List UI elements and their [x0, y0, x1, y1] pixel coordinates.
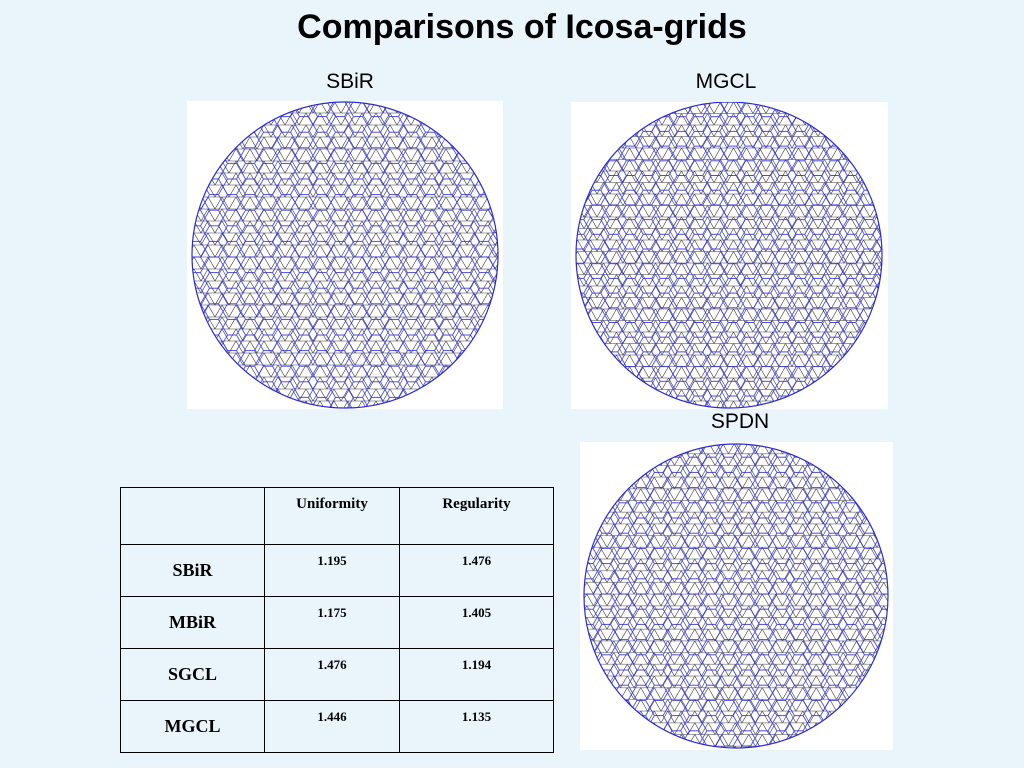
sphere-panel-mgcl — [571, 102, 888, 409]
row-name: SBiR — [120, 544, 265, 597]
row-name: MBiR — [120, 596, 265, 649]
uniformity-cell: 1.195 — [264, 544, 400, 597]
grid-label-mgcl: MGCL — [695, 70, 757, 93]
table-row: MGCL 1.446 1.135 — [120, 700, 554, 753]
regularity-cell: 1.476 — [399, 544, 554, 597]
sphere-grid-spdn — [583, 443, 889, 749]
regularity-cell: 1.405 — [399, 596, 554, 649]
table-header-row: Uniformity Regularity — [120, 487, 554, 545]
sphere-grid-sbir — [191, 101, 499, 409]
table-row: MBiR 1.175 1.405 — [120, 596, 554, 649]
row-name: MGCL — [120, 700, 265, 753]
row-name: SGCL — [120, 648, 265, 701]
table-header-uniformity: Uniformity — [264, 487, 400, 545]
grid-label-spdn: SPDN — [710, 410, 770, 433]
table-header-regularity: Regularity — [399, 487, 554, 545]
table-row: SBiR 1.195 1.476 — [120, 544, 554, 597]
page-title: Comparisons of Icosa-grids — [297, 8, 747, 46]
table-header-blank — [120, 487, 265, 545]
uniformity-cell: 1.476 — [264, 648, 400, 701]
uniformity-cell: 1.175 — [264, 596, 400, 649]
sphere-panel-sbir — [187, 101, 503, 409]
metrics-table: Uniformity Regularity SBiR 1.195 1.476 M… — [120, 487, 554, 753]
regularity-cell: 1.135 — [399, 700, 554, 753]
uniformity-cell: 1.446 — [264, 700, 400, 753]
sphere-grid-mgcl — [575, 102, 883, 409]
regularity-cell: 1.194 — [399, 648, 554, 701]
sphere-panel-spdn — [580, 442, 893, 750]
grid-label-sbir: SBiR — [326, 70, 374, 93]
table-row: SGCL 1.476 1.194 — [120, 648, 554, 701]
